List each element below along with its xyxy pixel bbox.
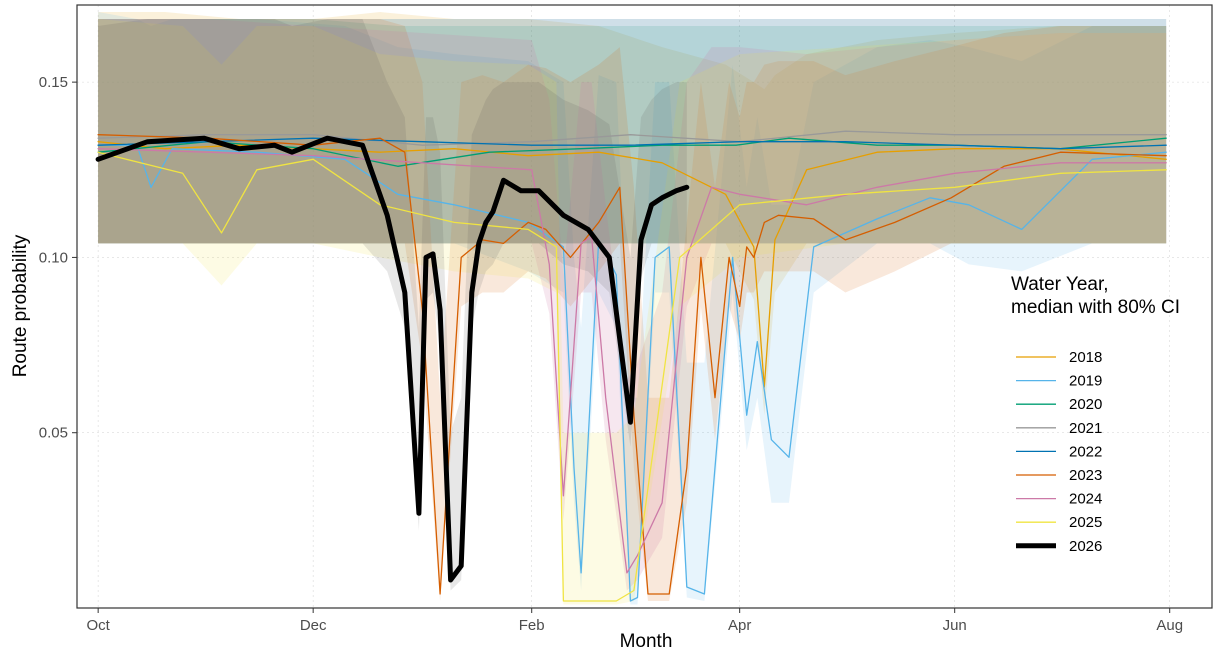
legend-title-line2: median with 80% CI bbox=[1011, 297, 1180, 318]
legend-label-2025: 2025 bbox=[1069, 514, 1102, 531]
y-axis-title: Route probability bbox=[10, 234, 31, 377]
band-2026 bbox=[98, 19, 687, 591]
line-2022 bbox=[97, 137, 1167, 150]
band-2022 bbox=[98, 19, 1167, 244]
legend-label-2024: 2024 bbox=[1069, 491, 1102, 508]
x-axis-title: Month bbox=[620, 631, 673, 652]
band-2023 bbox=[98, 19, 1167, 601]
median-lines bbox=[95, 130, 1167, 602]
confidence-bands bbox=[98, 12, 1167, 605]
legend-label-2026: 2026 bbox=[1069, 538, 1102, 555]
x-tick-label-oct: Oct bbox=[86, 617, 110, 634]
line-2023 bbox=[97, 134, 1167, 595]
x-tick-label-jun: Jun bbox=[943, 617, 967, 634]
band-2021 bbox=[98, 19, 1167, 244]
band-2025 bbox=[98, 19, 1167, 605]
band-2018 bbox=[98, 12, 1167, 416]
line-2025 bbox=[97, 151, 1167, 602]
band-2020 bbox=[98, 19, 1167, 244]
line-2019 bbox=[97, 144, 1167, 602]
x-axis: Oct Dec Feb Apr Jun Aug bbox=[86, 608, 1183, 634]
plot-panel-border bbox=[76, 4, 1213, 609]
legend-label-2022: 2022 bbox=[1069, 443, 1102, 460]
x-tick-label-feb: Feb bbox=[519, 617, 545, 634]
y-axis: 0.05 0.10 0.15 bbox=[39, 74, 77, 442]
line-2021 bbox=[97, 130, 1167, 146]
legend-items: 2018 2019 2020 2021 2022 2023 2024 2025 2026 bbox=[1016, 349, 1102, 555]
legend-label-2018: 2018 bbox=[1069, 349, 1102, 366]
legend-label-2021: 2021 bbox=[1069, 420, 1102, 437]
legend-label-2023: 2023 bbox=[1069, 467, 1102, 484]
band-2024 bbox=[98, 19, 1167, 591]
x-tick-label-aug: Aug bbox=[1156, 617, 1183, 634]
y-tick-label-0-05: 0.05 bbox=[39, 425, 68, 442]
legend: Water Year, median with 80% CI 201820192… bbox=[1011, 274, 1180, 555]
x-tick-label-apr: Apr bbox=[728, 617, 751, 634]
legend-label-2020: 2020 bbox=[1069, 396, 1102, 413]
legend-title-line1: Water Year, bbox=[1011, 274, 1109, 295]
y-tick-label-0-15: 0.15 bbox=[39, 74, 68, 91]
y-tick-label-0-10: 0.10 bbox=[39, 249, 68, 266]
legend-label-2019: 2019 bbox=[1069, 373, 1102, 390]
x-tick-label-dec: Dec bbox=[300, 617, 327, 634]
line-2026 bbox=[95, 135, 690, 583]
